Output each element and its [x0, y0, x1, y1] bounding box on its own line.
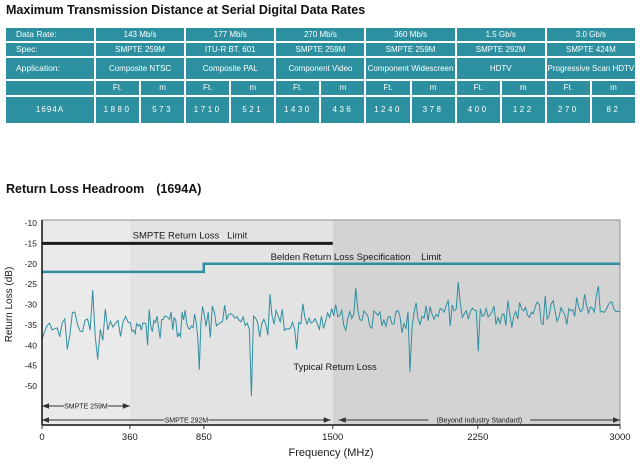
belden-limit-line	[42, 262, 620, 274]
return-loss-chart: SMPTE Return Loss Limit Belden Return Los…	[4, 218, 631, 459]
page-title: Maximum Transmission Distance at Serial …	[6, 3, 366, 17]
data-rate-cell: 177 Mb/s	[186, 28, 275, 41]
y-tick-label: -30	[25, 300, 38, 310]
x-tick-label: 1500	[322, 432, 343, 443]
unit-ft-cell: Ft.	[366, 81, 410, 95]
spec-cell: SMPTE 259M	[276, 43, 365, 56]
unit-m-cell: m	[141, 81, 185, 95]
value-m-cell: 122	[501, 97, 545, 123]
spec-cell: ITU-R BT. 601	[186, 43, 275, 56]
application-cell: HDTV	[456, 58, 545, 79]
row-label: Application:	[6, 58, 94, 79]
application-cell: Component Video	[276, 58, 365, 79]
y-tick-label: -15	[25, 238, 38, 248]
unit-ft-cell: Ft.	[276, 81, 320, 95]
data-rate-cell: 270 Mb/s	[276, 28, 365, 41]
y-tick-label: -35	[25, 320, 38, 330]
value-ft-cell: 400	[456, 97, 500, 123]
value-ft-cell: 1240	[366, 97, 410, 123]
arrow-head-right	[323, 417, 331, 423]
plot-band	[332, 220, 620, 425]
y-tick-label: -10	[25, 218, 38, 228]
value-m-cell: 573	[141, 97, 185, 123]
range-arrow-label: SMPTE 259M	[64, 404, 108, 411]
x-tick-label: 3000	[609, 432, 630, 443]
table-body: Data Rate: 143 Mb/s 177 Mb/s 270 Mb/s 360 Mb…	[6, 28, 635, 123]
application-cell: Composite PAL	[186, 58, 275, 79]
smpte-limit-label: SMPTE Return Loss Limit	[133, 230, 248, 241]
unit-m-cell: m	[321, 81, 365, 95]
spec-cell: SMPTE 259M	[96, 43, 185, 56]
range-arrow-label-bg	[63, 401, 108, 411]
x-tick-label: 360	[122, 432, 138, 443]
transmission-table: Data Rate: 143 Mb/s 177 Mb/s 270 Mb/s 360 Mb…	[4, 26, 637, 125]
value-m-cell: 82	[591, 97, 635, 123]
unit-m-cell: m	[591, 81, 635, 95]
range-arrow-label: SMPTE 292M	[165, 418, 209, 425]
value-ft-cell: 270	[546, 97, 590, 123]
spec-cell: SMPTE 259M	[366, 43, 455, 56]
arrow-head-left	[338, 417, 346, 423]
unit-ft-cell: Ft.	[456, 81, 500, 95]
arrow-head-right	[613, 417, 620, 423]
arrow-head-right	[122, 403, 130, 409]
chart-title-code: (1694A)	[156, 182, 202, 196]
row-label: Data Rate:	[6, 28, 94, 41]
unit-ft-cell: Ft.	[96, 81, 140, 95]
y-axis-title: Return Loss (dB)	[4, 267, 15, 343]
range-arrow-label-bg	[164, 415, 209, 425]
spec-cell: SMPTE 424M	[546, 43, 635, 56]
y-tick-label: -40	[25, 340, 38, 350]
data-rate-cell: 143 Mb/s	[96, 28, 185, 41]
y-tick-label: -25	[25, 279, 38, 289]
row-label: Spec:	[6, 43, 94, 56]
data-rate-cell: 360 Mb/s	[366, 28, 455, 41]
value-ft-cell: 1430	[276, 97, 320, 123]
x-tick-label: 850	[196, 432, 212, 443]
unit-m-cell: m	[411, 81, 455, 95]
typical-return-loss-trace	[41, 282, 621, 397]
y-tick-label: -20	[25, 259, 38, 269]
unit-ft-cell: Ft.	[186, 81, 230, 95]
y-tick-label: -50	[25, 381, 38, 391]
value-m-cell: 436	[321, 97, 365, 123]
x-tick-label: 0	[39, 432, 44, 443]
x-tick-label: 2250	[467, 432, 488, 443]
spec-cell: SMPTE 292M	[456, 43, 545, 56]
unit-m-cell: m	[501, 81, 545, 95]
belden-limit-label: Belden Return Loss Specification Limit	[271, 252, 442, 263]
range-arrow-label-bg	[428, 415, 531, 425]
application-cell: Progressive Scan HDTV	[546, 58, 635, 79]
arrow-head-left	[42, 403, 49, 409]
plot-band	[42, 220, 130, 425]
typical-return-loss-label: Typical Return Loss	[293, 362, 377, 373]
application-cell: Composite NTSC	[96, 58, 185, 79]
value-m-cell: 378	[411, 97, 455, 123]
value-m-cell: 521	[231, 97, 275, 123]
value-ft-cell: 1710	[186, 97, 230, 123]
y-tick-label: -45	[25, 361, 38, 371]
chart-title-text: Return Loss Headroom	[6, 182, 145, 196]
x-axis-title: Frequency (MHz)	[289, 447, 374, 459]
row-label-empty	[6, 81, 94, 95]
product-name-cell: 1694A	[6, 97, 94, 123]
value-ft-cell: 1880	[96, 97, 140, 123]
plot-band	[129, 220, 333, 425]
unit-m-cell: m	[231, 81, 275, 95]
unit-ft-cell: Ft.	[546, 81, 590, 95]
arrow-head-left	[42, 417, 49, 423]
chart-section-title: Return Loss Headroom (1694A)	[6, 182, 201, 196]
data-rate-cell: 1.5 Gb/s	[456, 28, 545, 41]
range-arrow-label: (Beyond Industry Standard)	[437, 418, 523, 425]
data-rate-cell: 3.0 Gb/s	[546, 28, 635, 41]
application-cell: Component Widescreen	[366, 58, 455, 79]
